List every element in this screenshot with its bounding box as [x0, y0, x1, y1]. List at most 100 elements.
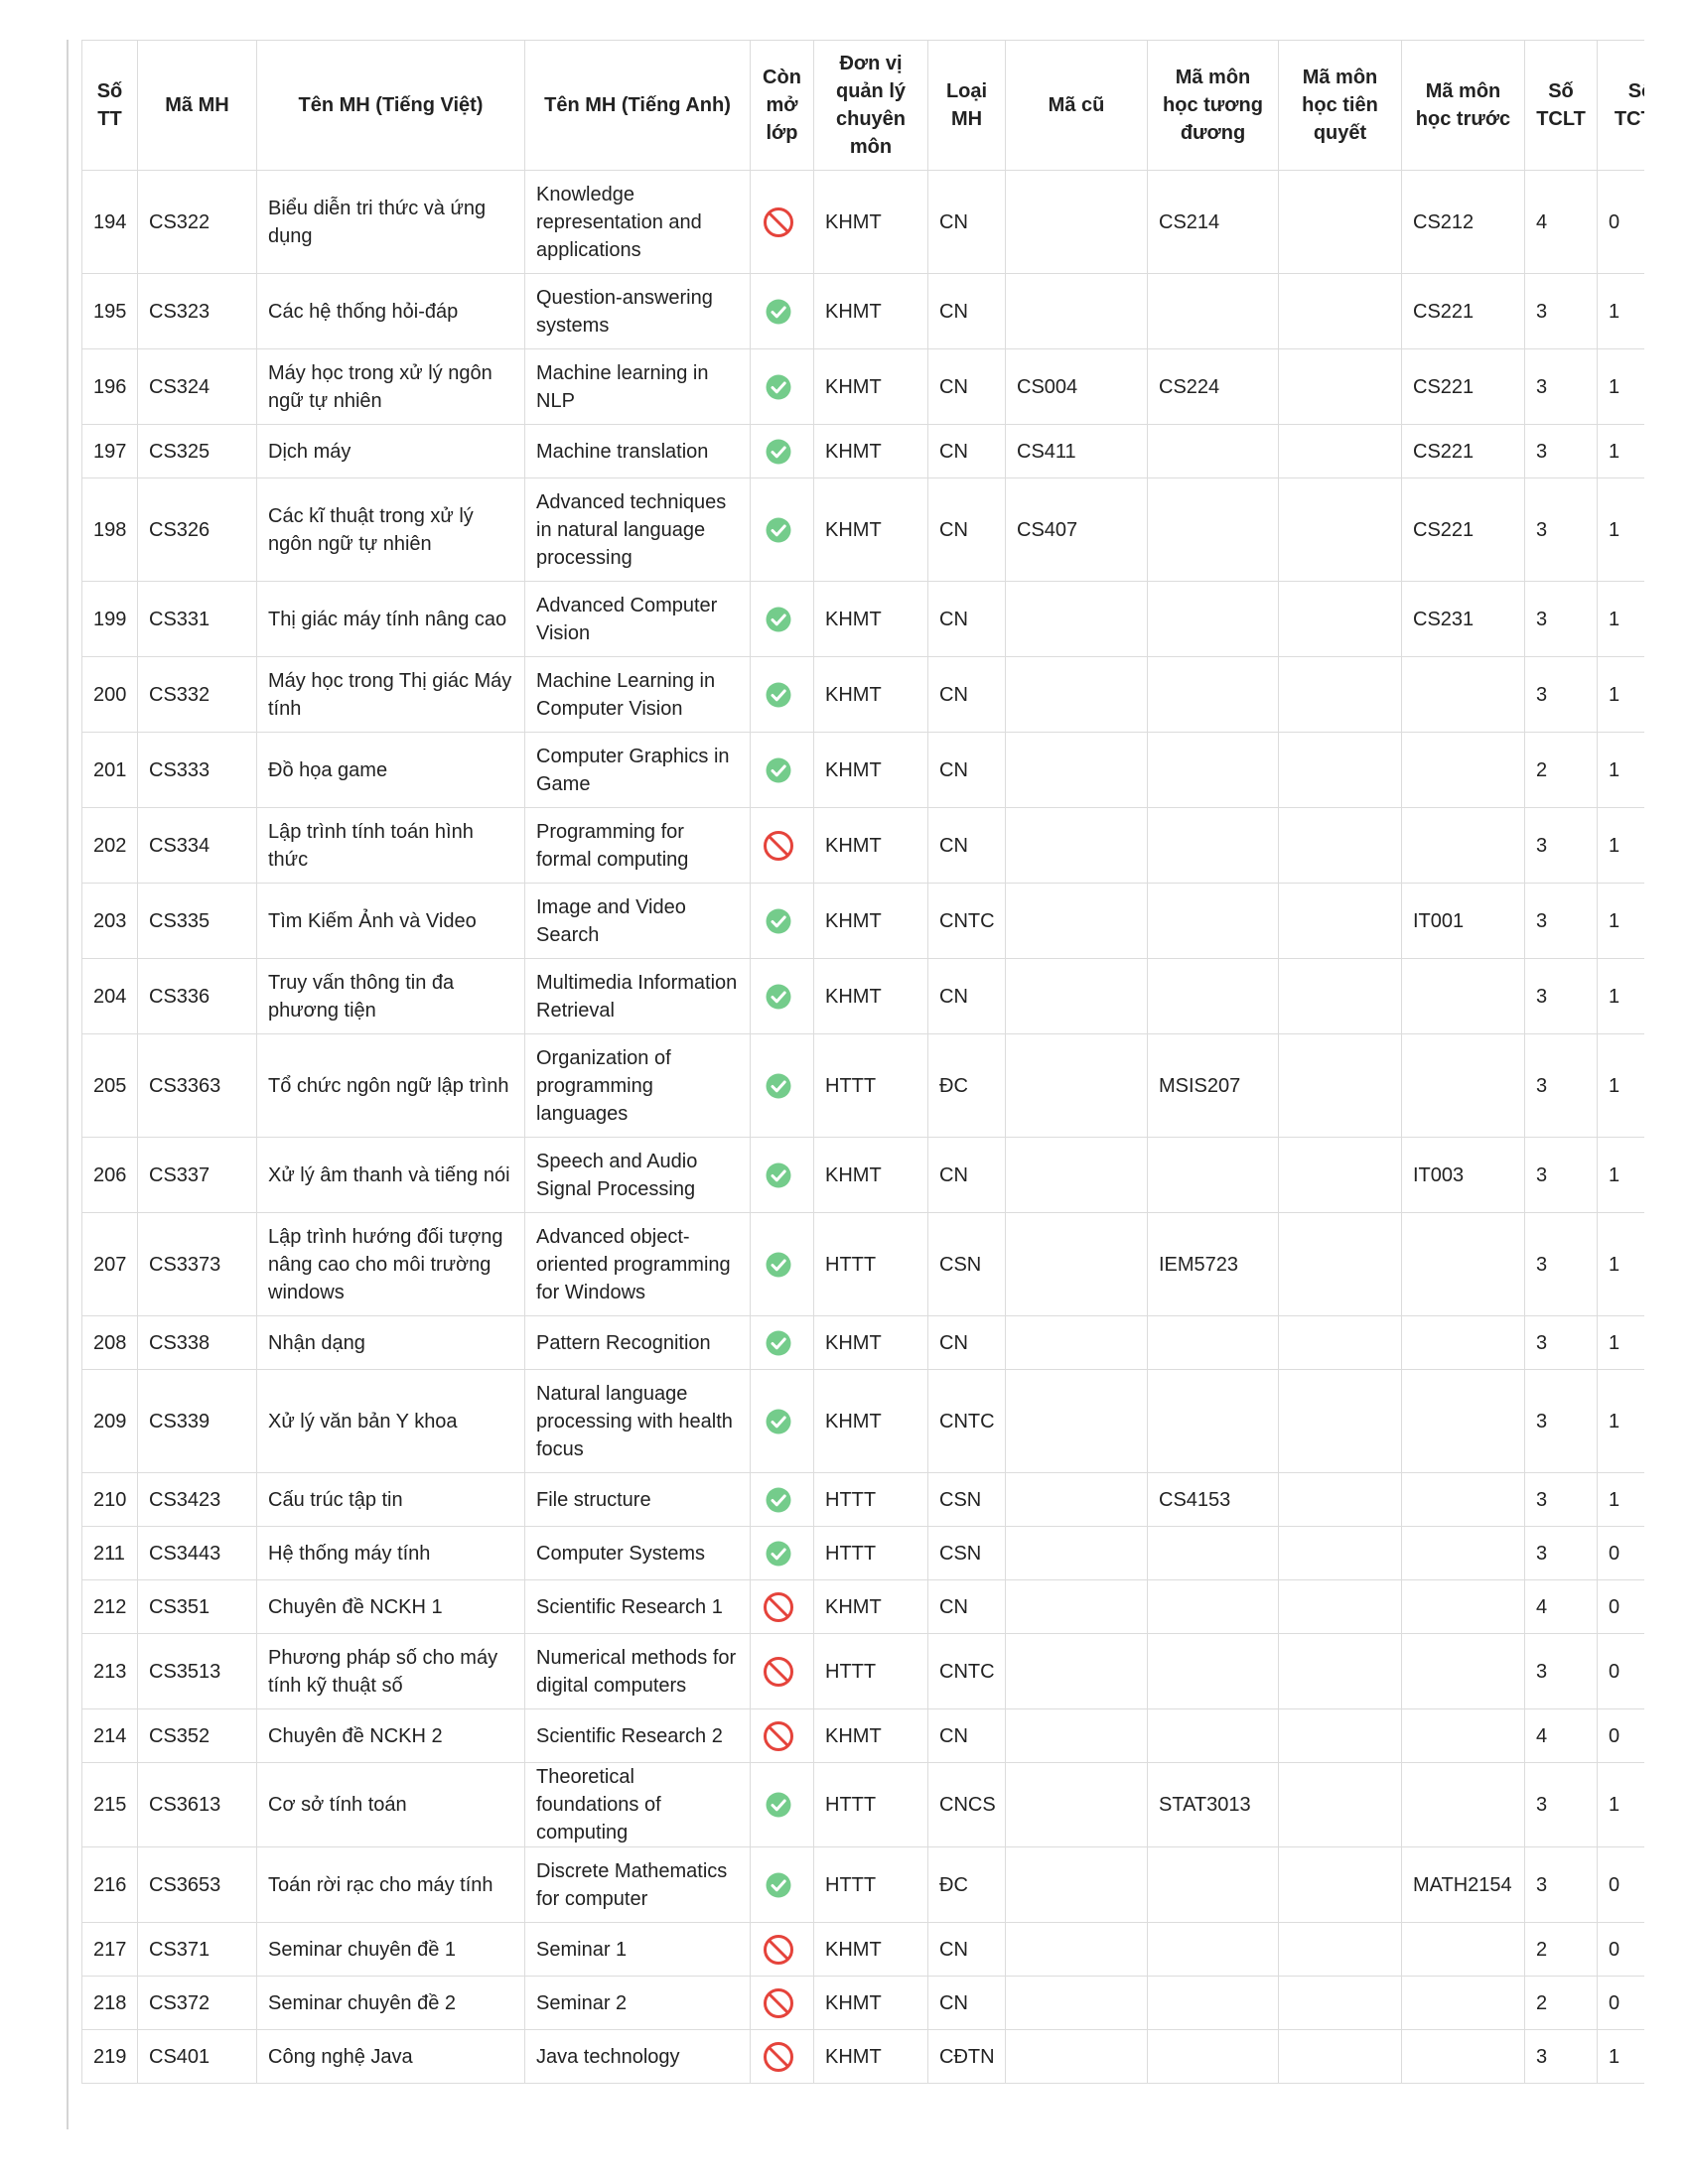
cell-ten-vi: Xử lý âm thanh và tiếng nói	[256, 1137, 525, 1213]
header-ma-mh: Mã MH	[137, 40, 257, 171]
cell-hoc-truoc: CS221	[1401, 348, 1525, 425]
cell-ma-cu	[1005, 273, 1148, 349]
check-circle-icon	[762, 1159, 795, 1192]
cell-ma-mh: CS401	[137, 2029, 257, 2084]
cell-tclt: 3	[1524, 2029, 1598, 2084]
cell-tclt: 4	[1524, 170, 1598, 274]
check-circle-icon	[762, 980, 795, 1014]
cell-ma-cu	[1005, 958, 1148, 1034]
cell-ma-cu: CS407	[1005, 478, 1148, 582]
cell-stt: 205	[81, 1033, 138, 1138]
cell-status	[750, 1762, 814, 1847]
cell-ma-mh: CS335	[137, 883, 257, 959]
cell-tcth: 1	[1597, 1472, 1644, 1527]
cell-stt: 215	[81, 1762, 138, 1847]
cell-ten-vi: Cơ sở tính toán	[256, 1762, 525, 1847]
cell-tien-quyet	[1278, 883, 1402, 959]
header-tcth: Số TCTH	[1597, 40, 1644, 171]
cell-ten-en: Advanced techniques in natural language …	[524, 478, 751, 582]
check-circle-icon	[762, 904, 795, 938]
cell-stt: 216	[81, 1846, 138, 1923]
cell-tuong-duong	[1147, 424, 1279, 478]
cell-stt: 217	[81, 1922, 138, 1977]
cell-tcth: 1	[1597, 1369, 1644, 1473]
cell-tien-quyet	[1278, 732, 1402, 808]
cell-ma-cu	[1005, 170, 1148, 274]
cell-tclt: 3	[1524, 348, 1598, 425]
cell-status	[750, 1212, 814, 1316]
check-circle-icon	[762, 513, 795, 547]
cell-status	[750, 273, 814, 349]
cell-stt: 212	[81, 1579, 138, 1634]
cell-tien-quyet	[1278, 1922, 1402, 1977]
cell-tclt: 3	[1524, 883, 1598, 959]
check-circle-icon	[762, 1537, 795, 1570]
cell-ma-cu: CS004	[1005, 348, 1148, 425]
cell-ten-vi: Công nghệ Java	[256, 2029, 525, 2084]
check-circle-icon	[762, 1069, 795, 1103]
cell-loai: CNTC	[927, 1633, 1006, 1709]
cell-ten-vi: Cấu trúc tập tin	[256, 1472, 525, 1527]
cell-ma-cu	[1005, 1922, 1148, 1977]
cell-status	[750, 1922, 814, 1977]
cell-tcth: 1	[1597, 656, 1644, 733]
cell-tuong-duong: MSIS207	[1147, 1033, 1279, 1138]
cell-loai: CN	[927, 581, 1006, 657]
cell-ma-mh: CS372	[137, 1976, 257, 2030]
left-border-rule	[67, 40, 69, 2129]
cell-tuong-duong: CS4153	[1147, 1472, 1279, 1527]
check-circle-icon	[762, 603, 795, 636]
cell-ma-cu	[1005, 1212, 1148, 1316]
cell-hoc-truoc	[1401, 1526, 1525, 1580]
cell-loai: ĐC	[927, 1033, 1006, 1138]
cell-tuong-duong	[1147, 656, 1279, 733]
cell-ma-cu	[1005, 1315, 1148, 1370]
cell-ten-vi: Chuyên đề NCKH 1	[256, 1579, 525, 1634]
cell-stt: 202	[81, 807, 138, 884]
cell-ma-cu	[1005, 1369, 1148, 1473]
cell-tuong-duong	[1147, 1708, 1279, 1763]
cell-tuong-duong	[1147, 1526, 1279, 1580]
cell-loai: CN	[927, 1315, 1006, 1370]
cell-tien-quyet	[1278, 1315, 1402, 1370]
cell-ten-vi: Chuyên đề NCKH 2	[256, 1708, 525, 1763]
cell-ten-vi: Máy học trong xử lý ngôn ngữ tự nhiên	[256, 348, 525, 425]
cell-status	[750, 958, 814, 1034]
cell-ma-mh: CS3513	[137, 1633, 257, 1709]
cell-tclt: 3	[1524, 1137, 1598, 1213]
cell-ma-mh: CS324	[137, 348, 257, 425]
cell-stt: 208	[81, 1315, 138, 1370]
cell-loai: CN	[927, 478, 1006, 582]
check-circle-icon	[762, 370, 795, 404]
cell-tclt: 3	[1524, 1033, 1598, 1138]
cell-stt: 219	[81, 2029, 138, 2084]
cell-loai: CSN	[927, 1212, 1006, 1316]
header-tclt: Số TCLT	[1524, 40, 1598, 171]
cell-hoc-truoc	[1401, 1633, 1525, 1709]
cell-don-vi: HTTT	[813, 1633, 928, 1709]
cell-ten-en: Organization of programming languages	[524, 1033, 751, 1138]
cell-ten-vi: Nhận dạng	[256, 1315, 525, 1370]
table-row: 216 CS3653 Toán rời rạc cho máy tính Discre…	[81, 1846, 1644, 1923]
cell-hoc-truoc: CS221	[1401, 478, 1525, 582]
cell-status	[750, 1846, 814, 1923]
cell-status	[750, 581, 814, 657]
cell-hoc-truoc: IT001	[1401, 883, 1525, 959]
cell-ten-en: Machine translation	[524, 424, 751, 478]
cell-don-vi: KHMT	[813, 1708, 928, 1763]
cell-ten-vi: Tổ chức ngôn ngữ lập trình	[256, 1033, 525, 1138]
cell-tcth: 0	[1597, 1922, 1644, 1977]
cell-don-vi: KHMT	[813, 732, 928, 808]
cell-ten-en: Seminar 1	[524, 1922, 751, 1977]
cell-ten-vi: Thị giác máy tính nâng cao	[256, 581, 525, 657]
cell-ma-cu	[1005, 1472, 1148, 1527]
cell-tcth: 0	[1597, 1579, 1644, 1634]
cell-ten-en: File structure	[524, 1472, 751, 1527]
cell-tien-quyet	[1278, 170, 1402, 274]
cell-hoc-truoc: CS231	[1401, 581, 1525, 657]
cell-tcth: 1	[1597, 807, 1644, 884]
cell-stt: 209	[81, 1369, 138, 1473]
cell-loai: ĐC	[927, 1846, 1006, 1923]
check-circle-icon	[762, 1326, 795, 1360]
cell-ten-vi: Seminar chuyên đề 1	[256, 1922, 525, 1977]
